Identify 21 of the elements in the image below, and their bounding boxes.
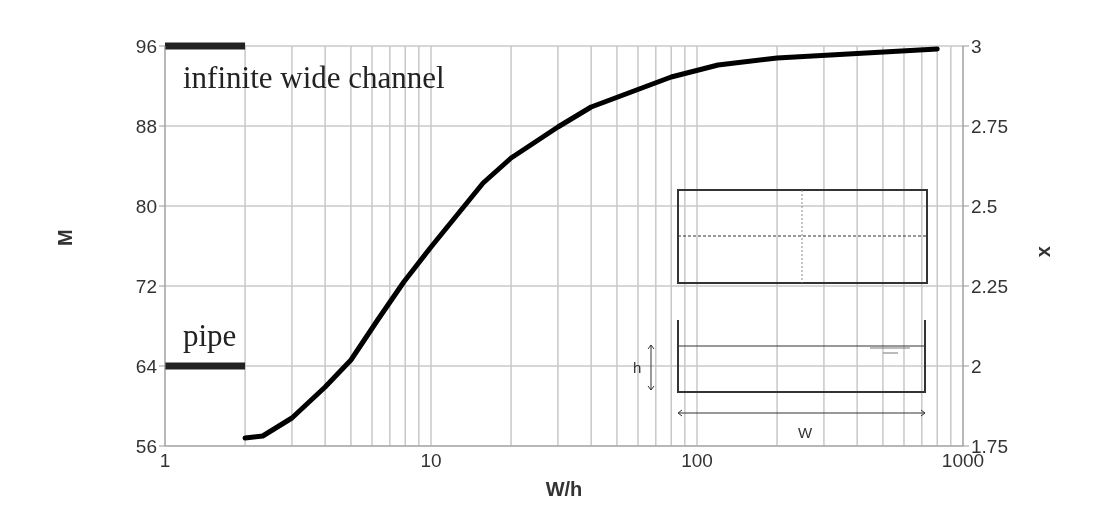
annotation: h	[633, 359, 642, 376]
y2-tick-label: 2.25	[971, 275, 1008, 297]
series-label: pipe	[183, 318, 237, 353]
y-tick-label: 96	[135, 35, 157, 57]
y2-tick-label: 2	[971, 355, 982, 377]
y-tick-label: 56	[135, 435, 157, 457]
y-tick-label: 64	[135, 355, 158, 377]
y2-axis-title: x	[1032, 246, 1055, 258]
x-tick-label: 10	[420, 450, 442, 472]
y2-tick-label: 2.75	[971, 115, 1008, 137]
x-tick-label: 1	[159, 450, 171, 472]
series-label: infinite wide channel	[183, 60, 445, 95]
x-tick-label: 100	[681, 450, 713, 472]
y2-tick-label: 3	[971, 35, 982, 57]
y2-tick-label: 2.5	[971, 195, 998, 217]
y-axis-title: M	[54, 229, 77, 246]
x-axis-title: W/h	[545, 478, 583, 500]
y-tick-label: 88	[135, 115, 157, 137]
y-tick-label: 72	[135, 275, 157, 297]
annotation: W	[798, 424, 813, 441]
y-tick-label: 80	[135, 195, 157, 217]
